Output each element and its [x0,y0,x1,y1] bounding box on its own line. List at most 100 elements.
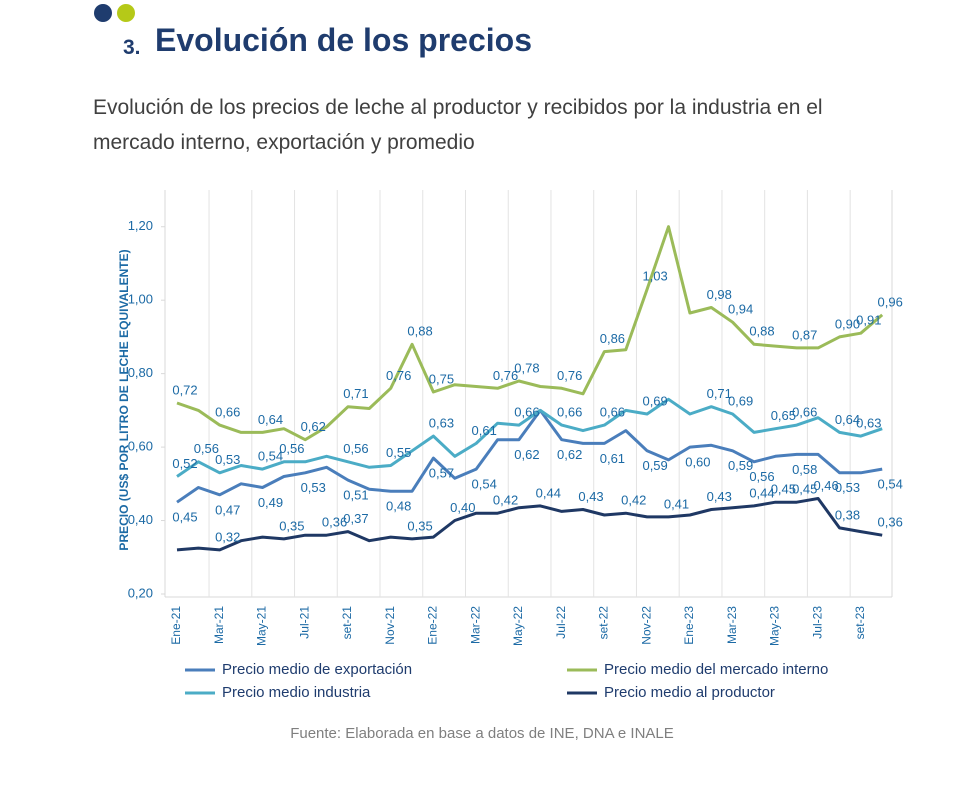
page-title: Evolución de los precios [155,22,532,58]
data-label: 0,58 [792,462,817,477]
data-label: 0,71 [707,386,732,401]
x-tick-label: set-23 [853,606,867,640]
series-line [176,225,884,442]
data-label: 0,44 [536,485,561,500]
x-tick-label: May-23 [768,606,782,646]
data-label: 0,75 [429,371,454,386]
data-label: 0,44 [749,485,774,500]
data-label: 0,55 [386,445,411,460]
data-label: 0,56 [279,441,304,456]
data-label: 0,36 [878,515,903,530]
data-label: 0,71 [343,386,368,401]
data-label: 0,88 [407,324,432,339]
data-label: 0,49 [258,495,283,510]
x-tick-label: set-21 [340,606,354,640]
data-label: 0,64 [835,412,860,427]
data-label: 0,56 [343,441,368,456]
data-label: 0,62 [557,447,582,462]
data-label: 0,59 [642,458,667,473]
data-label: 0,59 [728,458,753,473]
decor-dot [117,4,135,22]
x-tick-label: Mar-22 [468,606,482,644]
data-label: 0,51 [343,488,368,503]
x-tick-label: Ene-23 [682,606,696,645]
data-label: 0,35 [407,518,432,533]
data-label: 0,56 [749,469,774,484]
data-label: 0,56 [194,441,219,456]
data-label: 0,62 [514,447,539,462]
data-label: 0,66 [600,404,625,419]
x-tick-label: Ene-22 [426,606,440,645]
data-label: 1,03 [642,269,667,284]
data-label: 0,53 [215,452,240,467]
data-label: 0,61 [600,451,625,466]
data-label: 0,32 [215,529,240,544]
source-note: Fuente: Elaborada en base a datos de INE… [290,725,674,742]
data-label: 0,66 [792,404,817,419]
data-label: 0,42 [493,493,518,508]
y-tick-label: 1,20 [128,218,153,233]
data-label: 0,91 [856,313,881,328]
data-label: 0,96 [878,294,903,309]
data-label: 0,46 [813,478,838,493]
data-label: 0,43 [707,489,732,504]
x-tick-label: Mar-21 [212,606,226,644]
x-tick-label: Mar-23 [725,606,739,644]
data-label: 0,38 [835,507,860,522]
x-tick-label: set-22 [597,606,611,640]
data-label: 0,98 [707,287,732,302]
data-label: 0,76 [557,368,582,383]
data-label: 0,53 [835,480,860,495]
data-label: 0,64 [258,412,283,427]
x-tick-label: Jul-23 [810,606,824,639]
data-label: 0,35 [279,518,304,533]
legend-label: Precio medio al productor [604,684,775,701]
data-label: 0,94 [728,302,753,317]
data-label: 0,45 [792,482,817,497]
data-label: 0,65 [771,408,796,423]
data-label: 0,48 [386,499,411,514]
series-line [176,497,883,552]
data-label: 0,43 [578,489,603,504]
data-label: 0,76 [386,368,411,383]
data-label: 0,88 [749,324,774,339]
data-label: 0,54 [878,477,903,492]
x-tick-label: Ene-21 [169,606,183,645]
legend-label: Precio medio industria [222,684,371,701]
y-tick-label: 0,60 [128,439,153,454]
data-label: 0,41 [664,496,689,511]
data-label: 0,90 [835,316,860,331]
y-tick-label: 0,80 [128,365,153,380]
data-label: 0,37 [343,511,368,526]
data-label: 0,72 [172,382,197,397]
x-tick-label: Jul-21 [297,606,311,639]
subtitle: Evolución de los precios de leche al pro… [93,96,823,154]
data-label: 0,66 [557,404,582,419]
data-label: 0,63 [429,416,454,431]
decor-dot [94,4,112,22]
data-label: 0,76 [493,368,518,383]
data-label: 0,42 [621,493,646,508]
x-tick-label: May-22 [511,606,525,646]
y-tick-label: 0,20 [128,585,153,600]
data-label: 0,62 [301,419,326,434]
data-label: 0,66 [215,404,240,419]
data-label: 0,86 [600,331,625,346]
legend-label: Precio medio del mercado interno [604,661,828,678]
data-label: 0,45 [172,510,197,525]
data-label: 0,52 [172,456,197,471]
x-tick-label: Nov-21 [383,606,397,645]
data-label: 0,69 [728,393,753,408]
x-tick-label: Nov-22 [639,606,653,645]
data-label: 0,61 [472,423,497,438]
y-tick-label: 0,40 [128,512,153,527]
data-label: 0,66 [514,404,539,419]
data-label: 0,47 [215,502,240,517]
data-label: 0,69 [642,393,667,408]
y-axis-label: PRECIO (US$ POR LITRO DE LECHE EQUIVALEN… [117,249,131,550]
data-label: 0,63 [856,416,881,431]
data-label: 0,40 [450,500,475,515]
legend-label: Precio medio de exportación [222,661,412,678]
data-label: 0,54 [258,449,283,464]
